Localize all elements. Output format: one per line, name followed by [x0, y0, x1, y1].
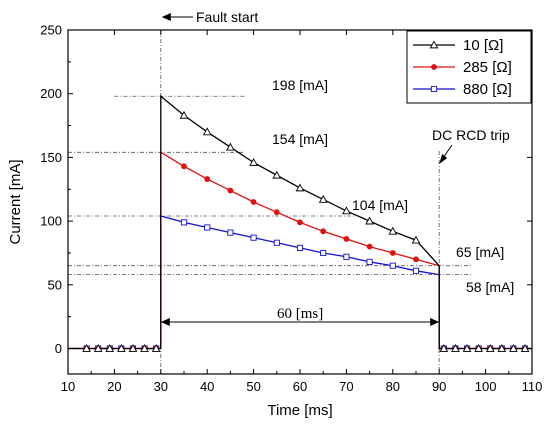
data-point: [296, 244, 304, 251]
data-point: [320, 249, 327, 257]
series-layer: [68, 94, 532, 352]
legend-marker: [431, 64, 437, 70]
data-point: [202, 127, 212, 136]
data-point: [297, 219, 303, 226]
x-tick-label: 90: [432, 379, 446, 394]
data-point: [412, 267, 420, 274]
axes: 10 20 30 40 50 60 70 80 90 100 110 0 50 100 150 200 250 T…: [7, 23, 542, 420]
data-point: [342, 206, 351, 215]
baseline-point: [116, 343, 126, 352]
series-line: [68, 215, 532, 350]
baseline-point: [439, 343, 449, 352]
data-point: [249, 157, 258, 166]
legend: 10 [Ω] 285 [Ω] 880 [Ω]: [406, 30, 532, 104]
x-tick-label: 100: [475, 379, 497, 394]
baseline-point: [451, 343, 460, 352]
y-axis-title: Current [mA]: [7, 159, 24, 244]
legend-entry-880-ohm: 880 [Ω]: [463, 81, 512, 98]
data-point: [227, 229, 234, 236]
fault-start-label: Fault start: [196, 9, 258, 25]
y-tick-label: 150: [40, 150, 62, 165]
data-point: [250, 234, 257, 241]
data-point: [413, 256, 419, 263]
data-point: [318, 194, 328, 203]
series-0: [68, 94, 532, 352]
data-point: [180, 219, 188, 226]
x-tick-label: 110: [522, 379, 543, 394]
baseline-point: [509, 343, 518, 352]
data-point: [411, 235, 421, 244]
data-point: [250, 199, 257, 205]
x-tick-label: 50: [246, 379, 260, 394]
data-point: [273, 239, 280, 246]
baseline-point: [462, 343, 472, 352]
duration-arrowhead-right: [430, 318, 440, 326]
baseline-point: [105, 343, 115, 352]
data-point: [320, 228, 327, 235]
trip-arrowhead: [439, 154, 448, 164]
baseline-point: [474, 343, 484, 352]
data-point: [389, 262, 396, 269]
y-tick-label: 250: [40, 23, 62, 38]
x-tick-label: 80: [386, 379, 400, 394]
data-point: [227, 187, 234, 194]
y-tick-label: 200: [40, 86, 62, 101]
baseline-point: [497, 343, 507, 352]
x-tick-label: 10: [61, 379, 75, 394]
x-tick-label: 30: [154, 379, 168, 394]
legend-entry-10-ohm: 10 [Ω]: [463, 37, 503, 54]
legend-marker: [429, 40, 439, 49]
legend-marker: [430, 85, 438, 93]
data-point: [273, 209, 280, 216]
data-point: [365, 216, 374, 225]
value-label-58: 58 [mA]: [466, 279, 514, 295]
baseline-point: [151, 343, 161, 352]
data-point: [343, 253, 350, 260]
data-point: [366, 243, 373, 250]
y-tick-label: 0: [55, 341, 62, 356]
x-axis-title: Time [ms]: [267, 402, 332, 419]
fault-start-arrowhead: [161, 13, 171, 21]
baseline-point: [485, 343, 495, 352]
data-point: [295, 183, 305, 192]
value-label-154: 154 [mA]: [272, 131, 328, 147]
data-point: [272, 170, 282, 179]
baseline-point: [520, 343, 530, 352]
data-point: [204, 224, 211, 231]
annotations: Fault start DC RCD trip 60 [ms] 198 [mA]…: [160, 9, 514, 326]
data-point: [179, 110, 189, 119]
baseline-point: [128, 343, 138, 352]
x-tick-label: 60: [293, 379, 307, 394]
x-tick-label: 40: [200, 379, 214, 394]
duration-arrowhead-left: [160, 318, 170, 326]
x-tick-label: 70: [339, 379, 353, 394]
y-tick-label: 100: [40, 214, 62, 229]
y-tick-label: 50: [48, 277, 62, 292]
data-point: [366, 258, 373, 265]
data-point: [388, 226, 398, 235]
x-tick-label: 20: [107, 379, 121, 394]
duration-label: 60 [ms]: [277, 306, 323, 322]
data-point: [204, 176, 211, 182]
value-label-104: 104 [mA]: [352, 197, 408, 213]
value-label-65: 65 [mA]: [456, 244, 504, 260]
data-point: [181, 163, 187, 170]
baseline-point: [93, 343, 103, 352]
baseline-point: [82, 343, 91, 352]
data-point: [389, 250, 396, 256]
dc-rcd-trip-label: DC RCD trip: [432, 127, 510, 143]
baseline-point: [140, 343, 149, 352]
data-point: [226, 142, 235, 151]
data-point: [343, 236, 350, 242]
legend-entry-285-ohm: 285 [Ω]: [463, 59, 512, 76]
series-2: [68, 215, 532, 352]
value-label-198: 198 [mA]: [272, 77, 328, 93]
